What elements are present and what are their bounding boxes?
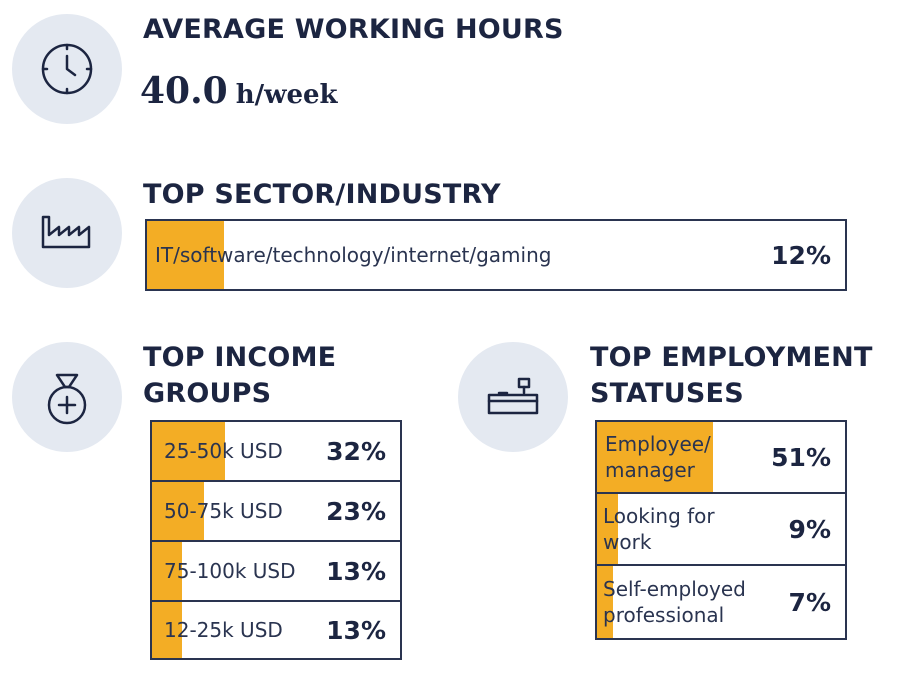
employment-label-line1: Employee/ [605,432,711,456]
income-percent: 13% [326,615,386,645]
employment-heading-line2: STATUSES [590,378,744,409]
employment-label-line1: Looking for [603,504,715,528]
employment-bar-fill [597,566,613,638]
hours-unit: h/week [235,80,338,110]
desk-icon-circle [458,342,568,452]
income-percent: 13% [326,556,386,586]
employment-bar-fill [597,494,618,564]
sector-heading: TOP SECTOR/INDUSTRY [143,179,501,210]
income-row: 25-50k USD 32% [152,422,400,482]
sector-percent: 12% [771,240,831,270]
income-heading: TOP INCOME GROUPS [143,340,336,412]
factory-icon-circle [12,178,122,288]
employment-percent: 51% [771,442,831,472]
hours-heading: AVERAGE WORKING HOURS [143,14,564,45]
income-bar-fill [152,482,205,540]
income-percent: 32% [326,436,386,466]
income-row: 50-75k USD 23% [152,482,400,542]
income-list: 25-50k USD 32% 50-75k USD 23% 75-100k US… [150,420,402,660]
employment-heading-line1: TOP EMPLOYMENT [590,342,873,373]
employment-heading: TOP EMPLOYMENT STATUSES [590,340,873,412]
hours-value: 40.0 h/week [140,70,338,112]
sector-bar-fill [147,221,225,289]
employment-label-line1: Self-employed [603,577,746,601]
clock-icon-circle [12,14,122,124]
income-bar-fill [152,422,225,480]
income-row: 75-100k USD 13% [152,542,400,602]
employment-label: Employee/ manager [605,422,711,492]
income-bar-fill [152,602,182,658]
employment-percent: 9% [788,514,831,544]
sector-label: IT/software/technology/internet/gaming [155,243,552,267]
employment-list: Employee/ manager 51% Looking for work 9… [595,420,847,640]
employment-label: Looking for work [603,494,715,564]
desk-icon [487,377,539,415]
hours-number: 40.0 [140,70,228,112]
employment-label-line2: manager [605,458,695,482]
employment-percent: 7% [788,587,831,617]
employment-row: Looking for work 9% [597,494,845,566]
income-label: 25-50k USD [164,439,283,463]
income-label: 12-25k USD [164,618,283,642]
employment-label-line2: professional [603,603,725,627]
income-bar-fill [152,542,182,600]
income-label: 75-100k USD [164,559,296,583]
income-heading-line1: TOP INCOME [143,342,337,373]
income-heading-line2: GROUPS [143,378,272,409]
employment-label: Self-employed professional [603,566,746,638]
money-bag-icon [47,373,87,425]
employment-label-line2: work [603,530,652,554]
employment-row: Self-employed professional 7% [597,566,845,638]
income-row: 12-25k USD 13% [152,602,400,658]
income-percent: 23% [326,496,386,526]
employment-bar-fill [597,422,714,492]
sector-bar: IT/software/technology/internet/gaming 1… [145,219,847,291]
money-bag-icon-circle [12,342,122,452]
employment-row: Employee/ manager 51% [597,422,845,494]
income-label: 50-75k USD [164,499,283,523]
clock-icon [41,43,93,95]
factory-icon [41,215,91,249]
